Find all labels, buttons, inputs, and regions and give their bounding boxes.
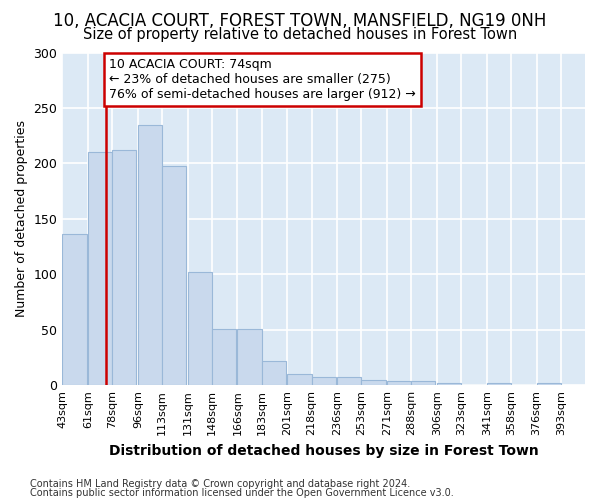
Bar	[311, 378, 336, 385]
Bar	[337, 378, 361, 385]
Bar	[188, 272, 212, 385]
Bar	[112, 150, 136, 385]
Bar	[387, 380, 411, 385]
Bar	[487, 383, 511, 385]
Bar	[162, 166, 186, 385]
Text: Size of property relative to detached houses in Forest Town: Size of property relative to detached ho…	[83, 28, 517, 42]
Bar	[411, 380, 436, 385]
Bar	[536, 383, 561, 385]
X-axis label: Distribution of detached houses by size in Forest Town: Distribution of detached houses by size …	[109, 444, 539, 458]
Bar	[212, 328, 236, 385]
Bar	[262, 361, 286, 385]
Y-axis label: Number of detached properties: Number of detached properties	[15, 120, 28, 318]
Bar	[138, 124, 162, 385]
Bar	[88, 152, 112, 385]
Bar	[437, 383, 461, 385]
Text: Contains HM Land Registry data © Crown copyright and database right 2024.: Contains HM Land Registry data © Crown c…	[30, 479, 410, 489]
Bar	[361, 380, 386, 385]
Text: 10, ACACIA COURT, FOREST TOWN, MANSFIELD, NG19 0NH: 10, ACACIA COURT, FOREST TOWN, MANSFIELD…	[53, 12, 547, 30]
Text: 10 ACACIA COURT: 74sqm
← 23% of detached houses are smaller (275)
76% of semi-de: 10 ACACIA COURT: 74sqm ← 23% of detached…	[109, 58, 416, 101]
Bar	[238, 328, 262, 385]
Text: Contains public sector information licensed under the Open Government Licence v3: Contains public sector information licen…	[30, 488, 454, 498]
Bar	[62, 234, 86, 385]
Bar	[287, 374, 311, 385]
